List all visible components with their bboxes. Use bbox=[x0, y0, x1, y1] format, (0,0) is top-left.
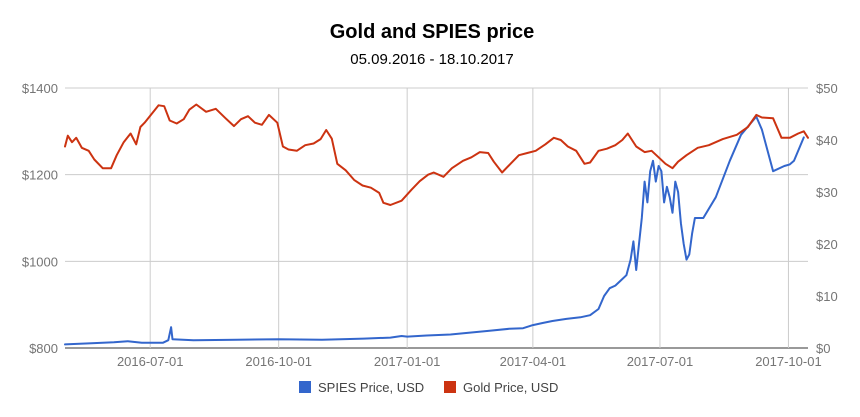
y-right-tick-label: $20 bbox=[816, 237, 838, 252]
legend-swatch-spies bbox=[299, 381, 311, 393]
x-tick-label: 2016-10-01 bbox=[245, 354, 312, 369]
y-right-tick-label: $50 bbox=[816, 81, 838, 96]
x-tick-label: 2017-10-01 bbox=[755, 354, 822, 369]
series-line-gold bbox=[64, 103, 809, 206]
y-right-tick-label: $10 bbox=[816, 289, 838, 304]
y-right-tick-label: $30 bbox=[816, 185, 838, 200]
x-tick-label: 2017-01-01 bbox=[374, 354, 441, 369]
chart-title: Gold and SPIES price bbox=[330, 21, 535, 43]
x-tick-label: 2017-07-01 bbox=[627, 354, 694, 369]
chart-subtitle: 05.09.2016 - 18.10.2017 bbox=[350, 51, 513, 68]
legend-label-gold: Gold Price, USD bbox=[463, 380, 558, 395]
legend: SPIES Price, USD Gold Price, USD bbox=[299, 380, 558, 395]
y-right-tick-label: $40 bbox=[816, 133, 838, 148]
x-tick-label: 2017-04-01 bbox=[500, 354, 567, 369]
y-left-tick-label: $1400 bbox=[22, 81, 58, 96]
series-layer bbox=[64, 103, 809, 346]
tick-labels: $800 $1000 $1200 $1400 $0 $10 $20 $30 $40 $50 2016… bbox=[22, 81, 838, 369]
y-right-tick-label: $0 bbox=[816, 341, 830, 356]
y-left-tick-label: $800 bbox=[29, 341, 58, 356]
series-line-spies bbox=[64, 115, 805, 346]
y-left-tick-label: $1000 bbox=[22, 254, 58, 269]
x-tick-label: 2016-07-01 bbox=[117, 354, 184, 369]
legend-label-spies: SPIES Price, USD bbox=[318, 380, 424, 395]
y-left-tick-label: $1200 bbox=[22, 168, 58, 183]
legend-swatch-gold bbox=[444, 381, 456, 393]
